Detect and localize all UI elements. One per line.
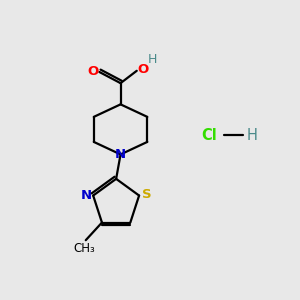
Text: H: H [148, 52, 157, 65]
Text: O: O [87, 65, 98, 79]
Text: S: S [142, 188, 151, 202]
Text: O: O [138, 63, 149, 76]
Text: N: N [115, 148, 126, 161]
Text: N: N [80, 189, 92, 202]
Text: Cl: Cl [201, 128, 217, 143]
Text: H: H [246, 128, 257, 143]
Text: CH₃: CH₃ [74, 242, 95, 255]
